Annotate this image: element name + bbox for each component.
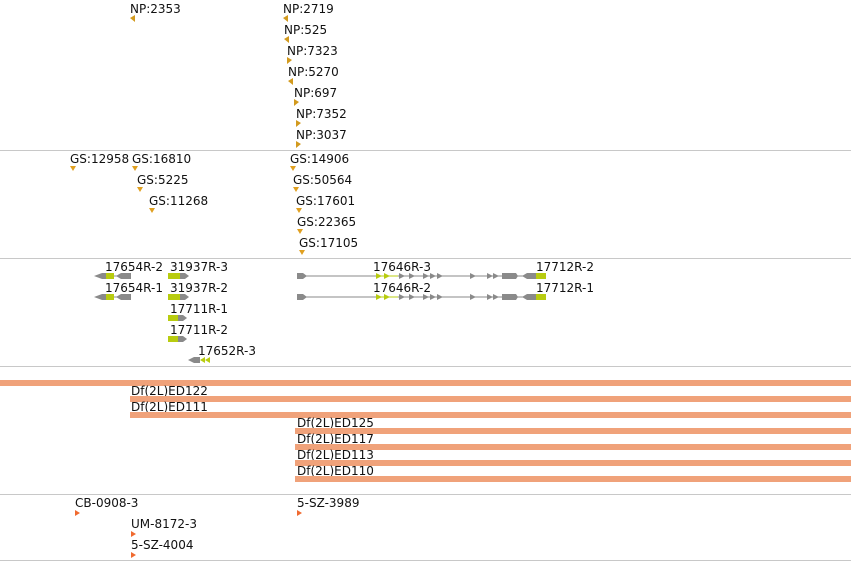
transcript-label[interactable]: 17654R-1 bbox=[105, 281, 163, 295]
insertion-label[interactable]: CB-0908-3 bbox=[75, 496, 139, 510]
feature-label[interactable]: GS:22365 bbox=[297, 215, 357, 229]
deficiency-label[interactable]: Df(2L)ED111 bbox=[131, 400, 208, 414]
transcript-label[interactable]: 31937R-2 bbox=[170, 281, 228, 295]
transcript-label[interactable]: 17646R-3 bbox=[373, 260, 431, 274]
feature-label[interactable]: GS:17105 bbox=[299, 236, 359, 250]
deficiency-bar[interactable] bbox=[295, 476, 851, 482]
track-divider bbox=[0, 150, 851, 151]
feature-label[interactable]: GS:16810 bbox=[132, 152, 192, 166]
track-divider bbox=[0, 494, 851, 495]
transcript-label[interactable]: 17711R-1 bbox=[170, 302, 228, 316]
insertion-flag-marker bbox=[131, 531, 136, 537]
gene-model-17711R-2[interactable] bbox=[168, 336, 187, 342]
feature-label[interactable]: GS:5225 bbox=[137, 173, 189, 187]
feature-label[interactable]: NP:7352 bbox=[296, 107, 347, 121]
insertion-flag-marker bbox=[297, 510, 302, 516]
right-arrow-marker bbox=[287, 57, 292, 64]
feature-label[interactable]: NP:697 bbox=[294, 86, 338, 100]
transcript-label[interactable]: 17712R-2 bbox=[536, 260, 594, 274]
track-divider bbox=[0, 366, 851, 367]
gs-markers[interactable] bbox=[70, 166, 305, 255]
deficiency-bar[interactable] bbox=[130, 396, 851, 402]
transcript-label[interactable]: 17712R-1 bbox=[536, 281, 594, 295]
right-arrow-marker bbox=[296, 141, 301, 148]
right-arrow-marker bbox=[294, 99, 299, 106]
down-arrow-marker bbox=[137, 187, 143, 192]
gene-model-31937R-2[interactable] bbox=[168, 294, 189, 300]
track-divider bbox=[0, 258, 851, 259]
down-arrow-marker bbox=[149, 208, 155, 213]
feature-label[interactable]: NP:7323 bbox=[287, 44, 338, 58]
gene-model-17646R-3[interactable] bbox=[297, 273, 546, 279]
deficiency-bar[interactable] bbox=[295, 428, 851, 434]
transcript-label[interactable]: 31937R-3 bbox=[170, 260, 228, 274]
feature-label[interactable]: NP:2719 bbox=[283, 2, 334, 16]
feature-label[interactable]: NP:525 bbox=[284, 23, 328, 37]
deficiency-bar[interactable] bbox=[295, 444, 851, 450]
down-arrow-marker bbox=[296, 208, 302, 213]
deficiency-label[interactable]: Df(2L)ED117 bbox=[297, 432, 374, 446]
insertion-markers[interactable] bbox=[75, 510, 302, 558]
down-arrow-marker bbox=[132, 166, 138, 171]
down-arrow-marker bbox=[290, 166, 296, 171]
feature-label[interactable]: GS:17601 bbox=[296, 194, 356, 208]
gene-model-17646R-2[interactable] bbox=[297, 294, 546, 300]
left-arrow-marker bbox=[283, 15, 288, 22]
left-arrow-marker bbox=[130, 15, 135, 22]
insertion-flag-marker bbox=[131, 552, 136, 558]
down-arrow-marker bbox=[297, 229, 303, 234]
deficiency-bar[interactable] bbox=[0, 380, 851, 386]
feature-label[interactable]: GS:50564 bbox=[293, 173, 353, 187]
insertion-label[interactable]: 5-SZ-4004 bbox=[131, 538, 194, 552]
gene-model-17652R-3[interactable] bbox=[188, 357, 210, 363]
insertion-flag-marker bbox=[75, 510, 80, 516]
gene-model-17654R-2[interactable] bbox=[94, 273, 131, 279]
gene-model-17654R-1[interactable] bbox=[94, 294, 131, 300]
transcript-label[interactable]: 17711R-2 bbox=[170, 323, 228, 337]
left-arrow-marker bbox=[284, 36, 289, 43]
deficiency-label[interactable]: Df(2L)ED110 bbox=[297, 464, 374, 478]
transcript-label[interactable]: 17652R-3 bbox=[198, 344, 256, 358]
feature-label[interactable]: NP:3037 bbox=[296, 128, 347, 142]
deficiency-label[interactable]: Df(2L)ED122 bbox=[131, 384, 208, 398]
gene-model-17711R-1[interactable] bbox=[168, 315, 187, 321]
transcript-label[interactable]: 17646R-2 bbox=[373, 281, 431, 295]
insertion-label[interactable]: 5-SZ-3989 bbox=[297, 496, 360, 510]
right-arrow-marker bbox=[296, 120, 301, 127]
feature-label[interactable]: GS:12958 bbox=[70, 152, 130, 166]
np-markers[interactable] bbox=[130, 15, 301, 148]
deficiency-bar[interactable] bbox=[130, 412, 851, 418]
deficiency-label[interactable]: Df(2L)ED125 bbox=[297, 416, 374, 430]
feature-label[interactable]: GS:14906 bbox=[290, 152, 350, 166]
feature-label[interactable]: GS:11268 bbox=[149, 194, 209, 208]
down-arrow-marker bbox=[293, 187, 299, 192]
down-arrow-marker bbox=[70, 166, 76, 171]
deficiency-bar[interactable] bbox=[295, 460, 851, 466]
feature-label[interactable]: NP:2353 bbox=[130, 2, 181, 16]
transcript-label[interactable]: 17654R-2 bbox=[105, 260, 163, 274]
insertion-label[interactable]: UM-8172-3 bbox=[131, 517, 197, 531]
gene-model-31937R-3[interactable] bbox=[168, 273, 189, 279]
left-arrow-marker bbox=[288, 78, 293, 85]
deficiency-label[interactable]: Df(2L)ED113 bbox=[297, 448, 374, 462]
down-arrow-marker bbox=[299, 250, 305, 255]
feature-label[interactable]: NP:5270 bbox=[288, 65, 339, 79]
